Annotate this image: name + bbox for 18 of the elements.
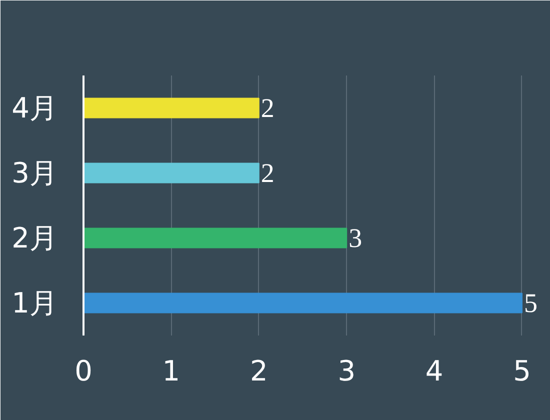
bar	[84, 162, 260, 184]
y-tick-label: 3月	[12, 156, 58, 190]
bar	[84, 292, 522, 314]
data-label: 2	[260, 93, 274, 123]
data-label: 2	[260, 158, 274, 188]
x-tick-label: 1	[162, 354, 180, 388]
x-tick-label: 5	[513, 354, 531, 388]
data-label: 5	[524, 288, 538, 318]
x-tick-label: 4	[425, 354, 444, 388]
data-label: 3	[348, 223, 362, 253]
y-tick-label: 2月	[12, 222, 58, 254]
bar	[84, 228, 348, 248]
x-tick-label: 3	[338, 354, 356, 388]
x-tick-label: 2	[250, 354, 268, 388]
bar	[84, 98, 260, 118]
y-tick-label: 1月	[12, 286, 58, 320]
x-tick-label: 0	[74, 354, 92, 388]
y-tick-label: 4月	[12, 92, 58, 124]
